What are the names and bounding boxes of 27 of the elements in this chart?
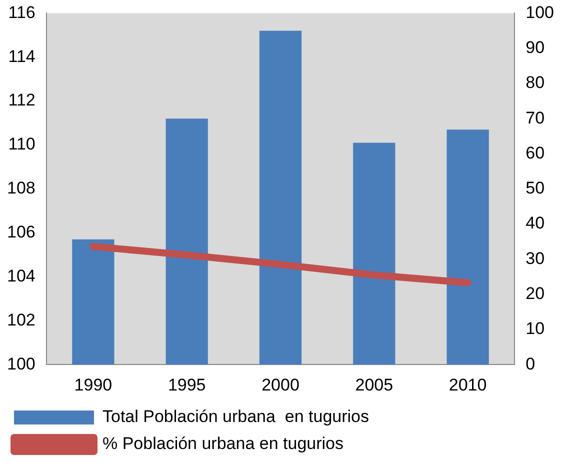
x-tick-label: 2000 <box>262 375 300 394</box>
y-tick-label: 104 <box>6 266 36 286</box>
y-tick-label: 100 <box>6 354 36 374</box>
x-tick-label: 1990 <box>74 375 112 394</box>
legend-label: Total Población urbana en tugurios <box>102 407 370 426</box>
y2-tick-label: 20 <box>526 284 545 304</box>
y2-tick-label: 90 <box>526 38 545 58</box>
x-tick-label: 2010 <box>448 375 487 394</box>
y2-tick-label: 80 <box>526 73 545 92</box>
y-tick-label: 102 <box>6 310 36 330</box>
y-tick-label: 112 <box>8 90 36 110</box>
y-tick-label: 108 <box>6 178 36 198</box>
y-tick-label: 116 <box>8 2 36 22</box>
y2-tick-label: 50 <box>526 178 545 198</box>
x-tick-label: 1995 <box>168 375 206 394</box>
y2-tick-label: 40 <box>526 214 545 233</box>
y2-tick-label: 100 <box>526 2 554 22</box>
y-tick-label: 114 <box>8 46 36 66</box>
legend-label: % Población urbana en tugurios <box>102 434 344 454</box>
y2-tick-label: 10 <box>526 319 545 338</box>
y2-tick-label: 30 <box>526 248 545 268</box>
y2-tick-label: 0 <box>526 354 536 374</box>
x-tick-label: 2005 <box>355 375 394 394</box>
y2-tick-label: 70 <box>526 108 545 128</box>
y-tick-label: 106 <box>6 222 36 242</box>
y2-tick-label: 60 <box>526 143 545 162</box>
y-tick-label: 110 <box>8 134 36 154</box>
